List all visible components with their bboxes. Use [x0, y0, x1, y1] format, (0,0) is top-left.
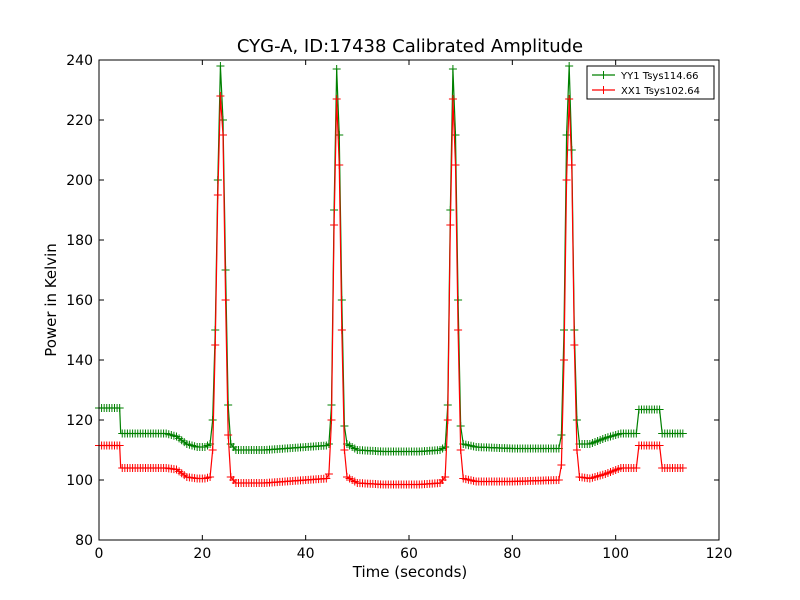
y-tick-label: 80	[75, 533, 93, 549]
data-marker	[340, 446, 349, 454]
data-marker	[448, 95, 457, 103]
legend: YY1 Tsys114.66 XX1 Tsys102.64	[586, 65, 715, 100]
x-axis-label: Time (seconds)	[352, 563, 468, 581]
data-marker	[324, 470, 333, 478]
data-marker	[221, 296, 230, 304]
data-marker	[572, 446, 581, 454]
data-marker	[678, 429, 687, 438]
y-tick-label: 100	[66, 473, 93, 489]
data-marker	[216, 92, 225, 100]
data-marker	[632, 429, 641, 438]
data-marker	[115, 441, 124, 450]
data-marker	[565, 62, 574, 70]
data-marker	[446, 221, 455, 229]
data-marker	[562, 131, 571, 139]
data-marker	[572, 416, 581, 424]
x-tick-label: 40	[297, 546, 315, 562]
x-tick-label: 20	[193, 546, 211, 562]
y-tick-label: 240	[66, 53, 93, 69]
data-marker	[337, 326, 346, 334]
data-marker	[224, 431, 233, 439]
y-tick-label: 160	[66, 293, 93, 309]
x-tick-label: 60	[400, 546, 418, 562]
data-marker	[327, 416, 336, 424]
data-marker	[451, 131, 460, 139]
chart-title: CYG-A, ID:17438 Calibrated Amplitude	[237, 36, 583, 57]
data-marker	[330, 221, 339, 229]
legend-marker	[599, 86, 608, 94]
data-marker	[441, 443, 450, 451]
legend-label: XX1 Tsys102.64	[621, 86, 700, 97]
data-marker	[655, 405, 664, 414]
data-marker	[211, 341, 220, 349]
y-tick-label: 220	[66, 113, 93, 129]
data-marker	[655, 441, 664, 450]
data-marker	[206, 473, 215, 481]
data-marker	[443, 416, 452, 424]
data-marker	[565, 95, 574, 103]
data-marker	[557, 461, 566, 469]
data-marker	[441, 473, 450, 481]
y-tick-label: 200	[66, 173, 93, 189]
legend-label: YY1 Tsys114.66	[620, 71, 699, 82]
y-tick-label: 120	[66, 413, 93, 429]
data-marker	[456, 446, 465, 454]
data-marker	[448, 65, 457, 73]
data-marker	[335, 131, 344, 139]
data-marker	[560, 356, 568, 364]
y-tick-label: 140	[66, 353, 93, 369]
plot-area: 0 20 40 60 80 100 120 80 100 120 140 160 180 200 220 24…	[66, 53, 732, 562]
y-tick-label: 180	[66, 233, 93, 249]
data-marker	[567, 161, 576, 169]
legend-marker	[599, 71, 608, 79]
data-marker	[554, 476, 563, 484]
data-marker	[208, 446, 217, 454]
y-axis-label: Power in Kelvin	[42, 243, 60, 357]
x-tick-label: 80	[503, 546, 521, 562]
data-marker	[324, 440, 333, 448]
data-marker	[332, 65, 341, 73]
data-marker	[451, 161, 460, 169]
data-marker	[322, 474, 331, 483]
series-markers-2	[95, 92, 687, 489]
x-tick-label: 120	[706, 546, 733, 562]
data-marker	[216, 62, 225, 70]
series-markers-1	[95, 62, 687, 456]
legend-box	[586, 65, 715, 100]
data-marker	[115, 404, 124, 412]
data-marker	[219, 131, 227, 139]
data-marker	[335, 161, 344, 169]
data-marker	[213, 191, 222, 199]
data-marker	[632, 464, 641, 472]
data-marker	[208, 416, 217, 424]
x-tick-label: 100	[602, 546, 629, 562]
data-marker	[557, 431, 566, 439]
data-marker	[332, 95, 341, 103]
data-marker	[562, 176, 571, 184]
data-marker	[570, 341, 579, 349]
data-marker	[454, 326, 463, 334]
data-marker	[678, 464, 687, 472]
x-tick-label: 0	[95, 546, 104, 562]
